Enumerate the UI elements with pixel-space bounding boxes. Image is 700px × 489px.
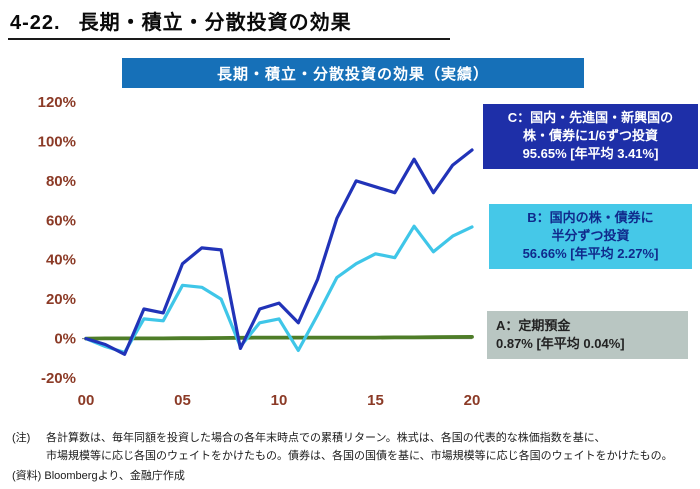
x-tick-label: 15 <box>367 392 384 409</box>
y-tick-label: 0% <box>54 331 76 348</box>
callout-series-a: A：定期預金 0.87% [年平均 0.04%] <box>487 311 688 360</box>
callout-c-line2: 株・債券に1/6ずつ投資 <box>522 128 659 144</box>
series-A-line <box>84 334 474 341</box>
y-tick-label: 100% <box>38 133 76 150</box>
page-title: 4-22. 長期・積立・分散投資の効果 <box>10 6 352 35</box>
page-title-text: 長期・積立・分散投資の効果 <box>78 12 352 34</box>
source-note: (資料) Bloombergより、金融庁作成 <box>12 470 185 482</box>
y-tick-label: 120% <box>38 94 76 111</box>
callout-a-value: 0.87% [年平均 0.04%] <box>496 336 625 352</box>
y-tick-label: -20% <box>41 370 76 387</box>
callout-c-line1: C：国内・先進国・新興国の <box>507 110 674 125</box>
callout-b-value: 56.66% [年平均 2.27%] <box>522 246 659 262</box>
callout-series-c: C：国内・先進国・新興国の 株・債券に1/6ずつ投資 95.65% [年平均 3… <box>483 104 698 169</box>
page-title-number: 4-22. <box>10 12 61 34</box>
chart-title-banner: 長期・積立・分散投資の効果（実績） <box>122 58 584 88</box>
footnote-label: (注) <box>12 432 31 444</box>
y-tick-label: 80% <box>46 173 76 190</box>
x-tick-label: 10 <box>271 392 288 409</box>
title-underline <box>8 38 450 40</box>
callout-c-value: 95.65% [年平均 3.41%] <box>522 146 659 162</box>
footnote-text-line2: 市場規模等に応じ各国のウェイトをかけたもの。債券は、各国の国債を基に、市場規模等… <box>46 449 673 462</box>
callout-a-line1: A：定期預金 <box>496 318 571 333</box>
y-tick-label: 40% <box>46 252 76 269</box>
investment-returns-chart: 120% 100% 80% 60% 40% 20% 0% -20%00 05 10 15 20 <box>38 94 481 409</box>
series-B-line <box>84 224 474 354</box>
footnote: (注) 各計算数は、毎年同額を投資した場合の各年末時点での累積リターン。株式は、… <box>12 430 690 465</box>
series-C-line <box>84 148 474 356</box>
callout-b-line1: B：国内の株・債券に <box>527 210 654 225</box>
callout-series-b: B：国内の株・債券に 半分ずつ投資 56.66% [年平均 2.27%] <box>489 204 692 269</box>
y-tick-label: 20% <box>46 291 76 308</box>
x-tick-label: 20 <box>464 392 481 409</box>
x-tick-label: 00 <box>78 392 95 409</box>
footnote-text-line1: 各計算数は、毎年同額を投資した場合の各年末時点での累積リターン。株式は、各国の代… <box>46 432 606 444</box>
footnote-text: 各計算数は、毎年同額を投資した場合の各年末時点での累積リターン。株式は、各国の代… <box>46 430 673 465</box>
x-tick-label: 05 <box>174 392 191 409</box>
y-tick-label: 60% <box>46 212 76 229</box>
callout-b-line2: 半分ずつ投資 <box>551 228 630 244</box>
